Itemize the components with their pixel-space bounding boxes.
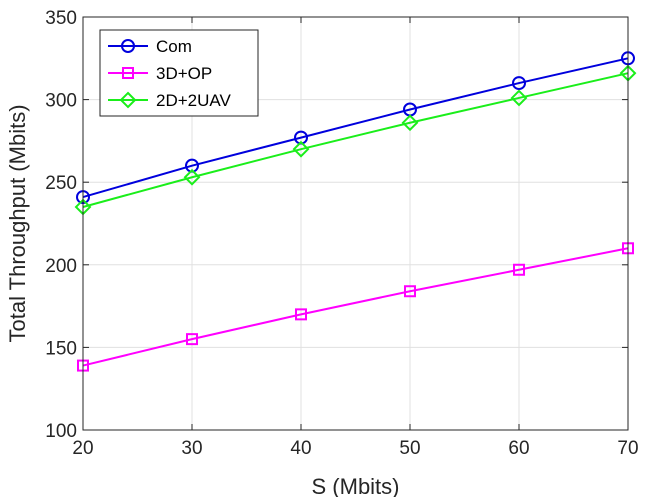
legend-item: 3D+OP [108, 64, 212, 83]
x-tick-label: 30 [181, 438, 202, 459]
x-tick-label: 60 [508, 438, 529, 459]
y-tick-label: 250 [45, 173, 77, 194]
y-tick-label: 300 [45, 91, 77, 112]
y-tick-label: 350 [45, 8, 77, 29]
x-tick-label: 40 [290, 438, 311, 459]
data-point-marker [513, 263, 525, 276]
series-line [82, 247, 629, 367]
data-point-marker [292, 140, 310, 158]
data-point-marker [512, 76, 526, 91]
series-3d-op [77, 242, 634, 372]
y-tick-label: 200 [45, 256, 77, 277]
data-point-marker [404, 285, 416, 298]
legend: Com 3D+OP 2D+2UAV [99, 29, 259, 117]
legend-item: 2D+2UAV [108, 91, 231, 110]
legend-label: 2D+2UAV [156, 91, 231, 110]
y-tick-label: 150 [45, 338, 77, 359]
y-tick-label: 100 [45, 421, 77, 442]
data-point-marker [510, 89, 528, 107]
data-point-marker [183, 168, 201, 186]
series-line [82, 72, 629, 208]
data-point-marker [186, 333, 198, 346]
data-point-marker [185, 158, 199, 173]
legend-item: Com [108, 37, 192, 56]
legend-marker [119, 91, 137, 109]
legend-label: 3D+OP [156, 64, 212, 83]
legend-label: Com [156, 37, 192, 56]
x-tick-label: 50 [399, 438, 420, 459]
axis-ticks: 20 30 40 50 60 70 100 150 200 250 300 350 [45, 8, 638, 459]
x-tick-label: 20 [72, 438, 93, 459]
legend-marker [121, 39, 135, 53]
data-point-marker [295, 308, 307, 321]
y-axis-label: Total Throughput (Mbits) [5, 104, 30, 342]
plot-frame [82, 16, 629, 431]
legend-marker [122, 67, 134, 79]
x-tick-label: 70 [617, 438, 638, 459]
data-point-marker [401, 114, 419, 132]
data-point-marker [294, 130, 308, 145]
series-line [82, 57, 629, 199]
x-axis-label: S (Mbits) [312, 474, 400, 497]
